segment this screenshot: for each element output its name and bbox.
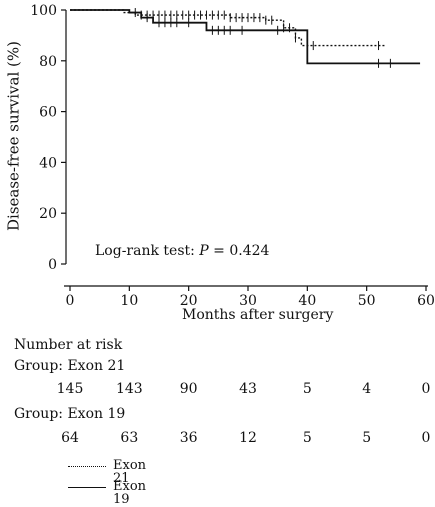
x-tick-label: 10	[120, 293, 138, 309]
y-axis-label: Disease-free survival (%)	[4, 41, 23, 231]
y-tick-label: 20	[39, 206, 57, 222]
legend-label-exon21: Exon 21	[113, 458, 147, 486]
x-tick-label: 60	[417, 293, 435, 309]
p-value-symbol: P	[199, 243, 209, 259]
risk-row-exon19: 64 63 36 12 5 5 0	[0, 431, 435, 449]
x-tick-label: 50	[358, 293, 376, 309]
survival-curve-exon19	[70, 9, 421, 65]
legend-swatch-dotted	[68, 466, 106, 467]
risk-count: 0	[421, 381, 431, 397]
x-tick-label: 0	[66, 293, 75, 309]
y-tick-label: 60	[39, 105, 57, 121]
y-tick-label: 40	[39, 155, 57, 171]
risk-count: 5	[362, 430, 372, 446]
x-axis-label: Months after surgery	[182, 307, 334, 323]
risk-count: 4	[362, 381, 372, 397]
y-tick-label: 100	[30, 3, 57, 19]
risk-row-exon21: 145 143 90 43 5 4 0	[0, 382, 435, 400]
legend-label-exon19: Exon 19	[113, 479, 147, 507]
risk-count: 90	[179, 381, 198, 397]
x-tick-label: 40	[298, 293, 316, 309]
risk-count: 43	[239, 381, 257, 397]
risk-count: 0	[421, 430, 431, 446]
risk-table-title: Number at risk	[14, 337, 123, 353]
risk-count: 64	[61, 430, 79, 446]
risk-count: 36	[179, 430, 198, 446]
risk-count: 145	[56, 381, 84, 397]
survival-curve-exon21	[70, 9, 385, 47]
risk-count: 63	[120, 430, 139, 446]
km-chart: 0 20 40 60 80 100 0 10 20 30 40 50 60	[30, 3, 435, 309]
x-tick-label: 30	[239, 293, 257, 309]
risk-count: 12	[239, 430, 257, 446]
risk-count: 5	[302, 430, 312, 446]
risk-count: 143	[115, 381, 143, 397]
y-tick-label: 80	[39, 54, 57, 70]
y-tick-label: 0	[48, 257, 57, 273]
risk-group-label-exon19: Group: Exon 19	[14, 406, 126, 422]
risk-group-label-exon21: Group: Exon 21	[14, 358, 126, 374]
logrank-annotation: Log-rank test: P = 0.424	[95, 243, 270, 259]
risk-count: 5	[302, 381, 312, 397]
legend-swatch-solid	[68, 487, 106, 488]
x-tick-label: 20	[180, 293, 198, 309]
